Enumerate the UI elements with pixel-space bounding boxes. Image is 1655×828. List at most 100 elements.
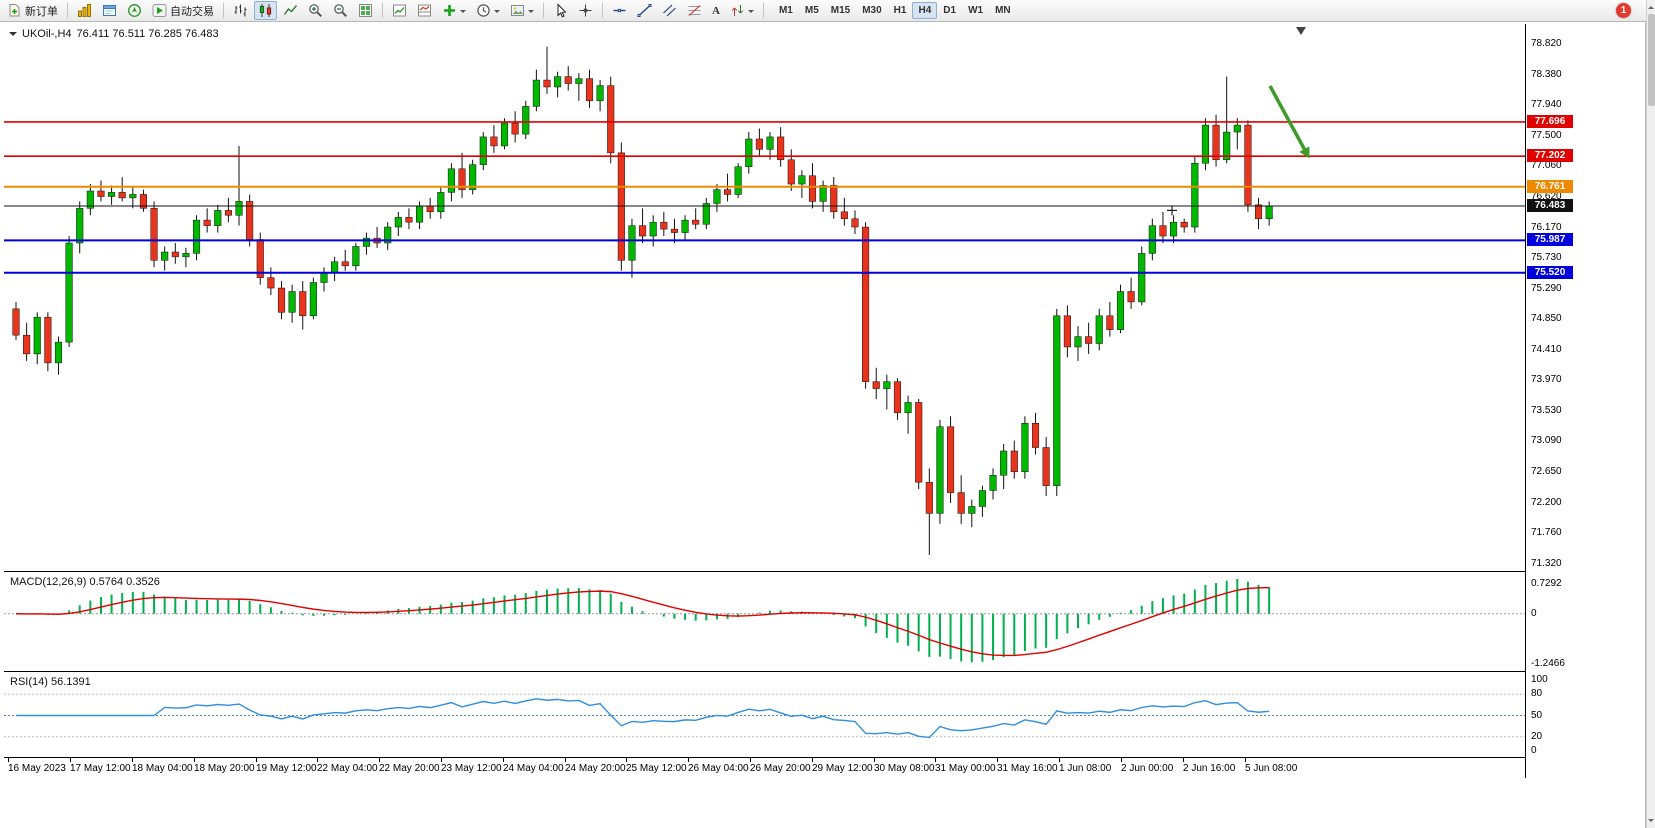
zoom-out-button[interactable] [329,1,352,20]
candle [447,168,455,193]
timeframe-button-m1[interactable]: M1 [778,5,793,16]
indicators-button[interactable] [388,1,411,20]
price-level-badge: 76.483 [1527,199,1573,213]
toolbar-separator [223,3,224,18]
trendline-tool-button[interactable] [633,1,656,20]
terminal-button[interactable] [98,1,121,20]
rsi-scale-label: 0 [1531,745,1537,756]
candle [1201,124,1209,164]
main-toolbar: 新订单 自动交易 [0,0,1646,22]
panel-separator[interactable] [4,671,1646,672]
arrow-annotation-head[interactable] [1299,146,1310,159]
autotrading-button[interactable]: 自动交易 [148,1,218,20]
indicator-window-icon [418,4,431,17]
scroll-down-icon[interactable] [1648,819,1654,825]
line-chart-mode-button[interactable] [279,1,302,20]
cross-marker[interactable] [1167,205,1177,216]
timeframe-toolbar: M1 M5 M15 M30 H1 H4 D1 W1 MN [773,2,1017,19]
candle [139,194,147,209]
candle [1180,221,1188,228]
caret-down-icon [460,9,466,16]
candle [76,208,84,244]
rsi-line [16,698,1270,739]
toolbar-separator [67,3,68,18]
time-axis-tick [379,758,380,762]
price-scale-label: 72.200 [1531,496,1562,508]
timeframe-button-m30[interactable]: M30 [862,5,882,16]
scrollbar-thumb[interactable] [1648,14,1655,106]
add-indicator-button[interactable] [438,1,470,20]
templates-button[interactable] [506,1,538,20]
arrows-icon [731,5,744,16]
time-axis[interactable]: 16 May 2023 17 May 12:00 18 May 04:00 18 Ma… [4,758,1525,778]
periods-button[interactable] [472,1,504,20]
candle [766,136,774,150]
candle [426,205,434,213]
time-axis-label: 16 May 2023 [8,763,66,774]
price-scale[interactable]: 78.820 78.380 77.940 77.500 77.060 76.620 76.1… [1526,22,1645,828]
panel-separator[interactable] [4,757,1646,758]
caret-down-icon [494,9,500,16]
chart-shift-marker[interactable] [1296,27,1306,35]
tile-windows-button[interactable] [354,1,377,20]
new-order-button[interactable]: 新订单 [3,1,62,20]
horizontal-line-tool-button[interactable] [608,1,631,20]
timeframe-button-d1[interactable]: D1 [943,5,957,16]
line-chart-icon [283,5,298,15]
timeframe-button-mn[interactable]: MN [995,5,1011,16]
navigator-icon [128,4,141,17]
zoom-in-button[interactable] [304,1,327,20]
price-chart[interactable] [4,24,1525,571]
time-axis-tick [750,758,751,762]
macd-scale-label: -1.2466 [1531,658,1565,669]
timeframe-button-m5[interactable]: M5 [804,5,819,16]
channel-tool-button[interactable] [658,1,681,20]
trendline-icon [637,4,652,17]
price-scale-label: 72.650 [1531,465,1562,477]
time-axis-label: 1 Jun 08:00 [1059,763,1112,774]
cursor-tool-button[interactable] [549,1,572,20]
market-watch-button[interactable] [73,1,96,20]
candle [1170,221,1178,237]
macd-chart[interactable] [4,572,1525,671]
timeframe-button-m15[interactable]: M15 [830,5,851,16]
indicator-window-button[interactable] [413,1,436,20]
timeframe-button-h1[interactable]: H1 [893,5,907,16]
timeframe-button-h4[interactable]: H4 [912,2,938,19]
rsi-chart[interactable] [4,672,1525,757]
text-tool-button[interactable]: A [708,1,724,20]
candlestick-mode-button[interactable] [254,1,277,20]
price-level-lines[interactable] [4,121,1525,274]
vertical-scrollbar[interactable] [1646,0,1655,828]
arrow-annotation[interactable] [1268,85,1309,155]
scroll-up-icon[interactable] [1648,3,1654,9]
rsi-scale-label: 20 [1531,730,1543,742]
chart-menu-icon[interactable] [9,32,17,40]
panel-separator[interactable] [4,571,1646,572]
chart-window: UKOil-,H4 76.411 76.511 76.285 76.483 MA… [0,22,1646,828]
time-axis-label: 5 Jun 08:00 [1245,763,1298,774]
fibonacci-tool-button[interactable] [683,1,706,20]
time-axis-label: 24 May 04:00 [503,763,564,774]
candles [12,46,1273,555]
arrows-tool-button[interactable] [726,1,758,20]
timeframe-button-w1[interactable]: W1 [968,5,984,16]
channel-icon [663,4,676,17]
candle [309,282,317,317]
candle [957,492,965,514]
candle [893,381,902,414]
navigator-button[interactable] [123,1,146,20]
candle [1106,315,1114,330]
candle [702,203,710,225]
rsi-scale-label: 50 [1531,709,1543,721]
clock-icon [477,4,490,17]
candle [12,308,20,336]
candle [1265,205,1273,219]
crosshair-tool-button[interactable] [574,1,597,20]
candle [118,192,126,199]
notification-badge[interactable]: 1 [1616,3,1631,18]
time-axis-label: 22 May 04:00 [317,763,378,774]
price-level-badge: 76.761 [1527,179,1573,193]
bar-chart-mode-button[interactable] [229,1,252,20]
